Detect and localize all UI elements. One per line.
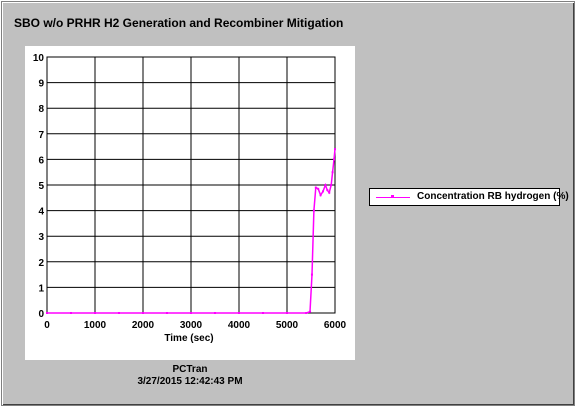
footer-timestamp: 3/27/2015 12:42:43 PM xyxy=(137,376,243,387)
plot-panel xyxy=(25,46,355,360)
chart-title: SBO w/o PRHR H2 Generation and Recombine… xyxy=(14,16,344,30)
legend-marker xyxy=(391,195,394,198)
legend: Concentration RB hydrogen (%) xyxy=(369,188,569,206)
footer-app-name: PCTran xyxy=(172,364,208,375)
legend-entry-label: Concentration RB hydrogen (%) xyxy=(417,191,569,202)
